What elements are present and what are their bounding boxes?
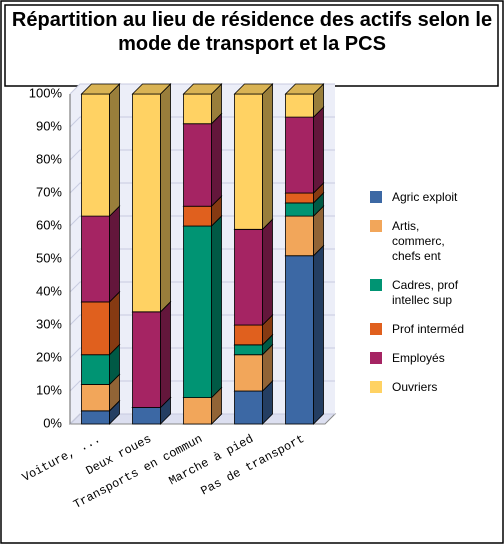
y-tick-label: 0%: [43, 415, 62, 430]
bar-segment: [285, 93, 314, 118]
legend: Agric exploit Artis, commerc, chefs ent Ca…: [370, 190, 500, 395]
legend-swatch: [370, 323, 382, 335]
bar-segment: [81, 383, 110, 412]
bar-top: [131, 83, 172, 95]
bar-segment: [81, 301, 110, 356]
legend-label: Artis, commerc, chefs ent: [392, 219, 445, 263]
y-tick-label: 10%: [36, 382, 62, 397]
bar-segment: [285, 255, 314, 425]
legend-label: Employés: [392, 351, 445, 365]
y-tick-label: 30%: [36, 316, 62, 331]
legend-label: Agric exploit: [392, 190, 458, 204]
legend-item: Cadres, prof intellec sup: [370, 278, 500, 308]
legend-swatch: [370, 279, 382, 291]
bar-side: [262, 218, 273, 326]
bar-segment: [234, 390, 263, 425]
bar-segment: [234, 324, 263, 346]
bar-segment: [81, 93, 110, 217]
bar-side: [109, 83, 120, 218]
y-tick-label: 60%: [36, 217, 62, 232]
legend-swatch: [370, 220, 382, 232]
legend-swatch: [370, 352, 382, 364]
legend-item: Agric exploit: [370, 190, 500, 205]
bar-segment: [183, 225, 212, 399]
bar-side: [211, 215, 222, 399]
y-tick-label: 80%: [36, 151, 62, 166]
legend-item: Ouvriers: [370, 380, 500, 395]
bar-segment: [183, 205, 212, 227]
legend-label: Ouvriers: [392, 380, 438, 394]
bar-side: [262, 83, 273, 231]
legend-label: Prof interméd: [392, 322, 465, 336]
bar-segment: [81, 410, 110, 425]
y-tick-label: 20%: [36, 349, 62, 364]
y-tick-label: 100%: [29, 85, 63, 100]
legend-item: Employés: [370, 351, 500, 366]
bar-segment: [234, 354, 263, 392]
legend-label: Cadres, prof intellec sup: [392, 278, 459, 307]
bar-side: [313, 106, 324, 194]
bar-segment: [81, 354, 110, 385]
bar-top: [284, 83, 325, 95]
bar-segment: [81, 215, 110, 303]
bar-segment: [285, 215, 314, 257]
legend-item: Prof interméd: [370, 322, 500, 337]
bar-side: [109, 205, 120, 303]
y-tick-label: 40%: [36, 283, 62, 298]
y-tick-label: 90%: [36, 118, 62, 133]
bar-side: [160, 83, 171, 313]
legend-item: Artis, commerc, chefs ent: [370, 219, 500, 264]
legend-swatch: [370, 191, 382, 203]
bar-top: [80, 83, 121, 95]
bar-side: [211, 112, 222, 208]
bar-segment: [183, 397, 212, 425]
legend-swatch: [370, 381, 382, 393]
bar-segment: [132, 407, 161, 425]
bar-segment: [183, 93, 212, 125]
bar-segment: [132, 311, 161, 408]
bar-segment: [132, 93, 161, 313]
bar-segment: [234, 344, 263, 356]
chart-title: Répartition au lieu de résidence des act…: [11, 9, 493, 55]
bar-segment: [285, 192, 314, 204]
bar-segment: [183, 123, 212, 207]
bar-segment: [285, 116, 314, 194]
bar-side: [160, 300, 171, 409]
bar-segment: [234, 228, 263, 326]
y-tick-label: 70%: [36, 184, 62, 199]
bar-segment: [285, 202, 314, 217]
bar-side: [109, 290, 120, 356]
y-tick-label: 50%: [36, 250, 62, 265]
bar-top: [182, 83, 223, 95]
bar-side: [313, 244, 324, 425]
bar-segment: [234, 93, 263, 230]
bar-top: [233, 83, 274, 95]
